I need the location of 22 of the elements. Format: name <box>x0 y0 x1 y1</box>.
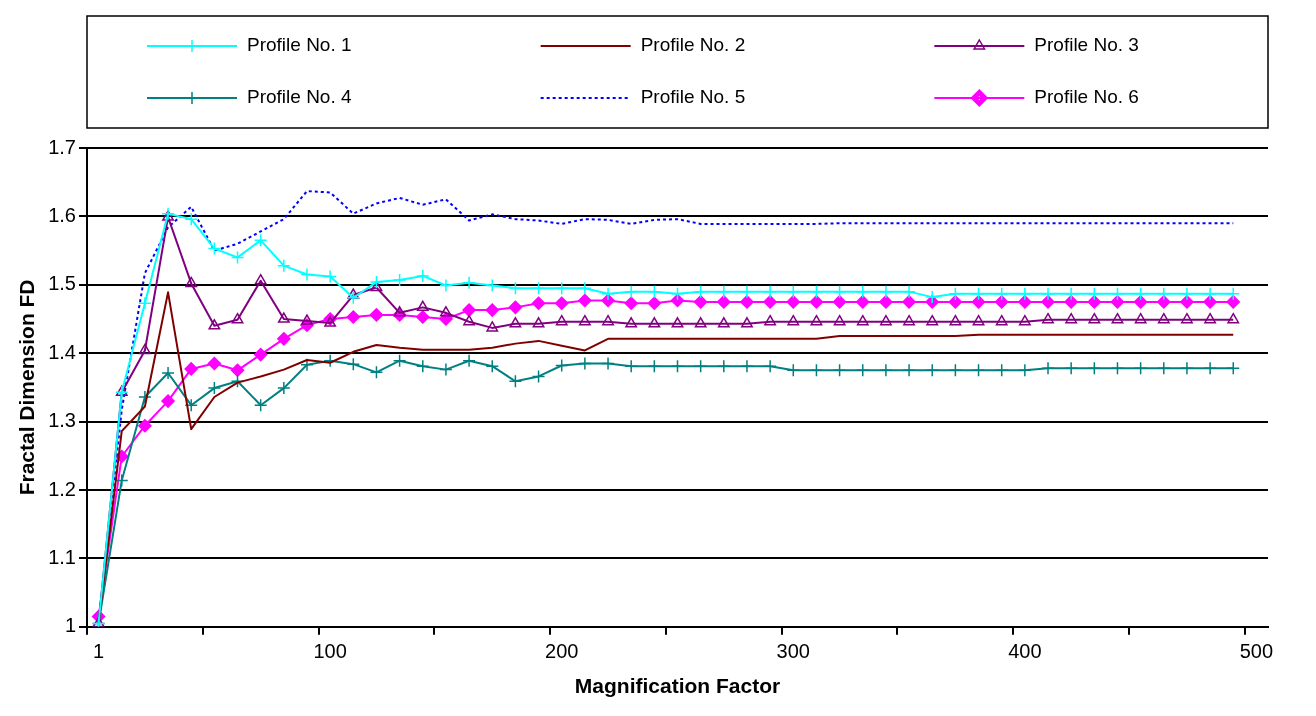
x-tick-label: 100 <box>313 640 347 663</box>
legend-label: Profile No. 2 <box>640 34 746 56</box>
y-tick-label: 1.1 <box>48 545 76 568</box>
x-tick-label: 300 <box>776 640 810 663</box>
y-tick-label: 1.5 <box>48 272 76 295</box>
y-tick-label: 1.4 <box>48 340 76 363</box>
y-tick-label: 1 <box>64 614 76 637</box>
x-tick-label: 200 <box>545 640 579 663</box>
y-tick-label: 1.3 <box>48 409 76 432</box>
legend-label: Profile No. 3 <box>1034 34 1139 56</box>
x-axis-title: Magnification Factor <box>574 674 781 698</box>
x-tick-label: 1 <box>93 640 105 663</box>
legend-label: Profile No. 1 <box>247 34 352 56</box>
x-tick-label: 500 <box>1239 640 1274 663</box>
y-tick-label: 1.2 <box>48 477 76 500</box>
legend-label: Profile No. 4 <box>247 86 352 108</box>
legend-label: Profile No. 5 <box>640 86 746 108</box>
y-tick-label: 1.6 <box>48 203 76 226</box>
legend-label: Profile No. 6 <box>1034 86 1139 108</box>
y-axis-title: Fractal Dimension FD <box>15 279 39 496</box>
y-tick-label: 1.7 <box>48 135 76 158</box>
x-tick-label: 400 <box>1008 640 1042 663</box>
